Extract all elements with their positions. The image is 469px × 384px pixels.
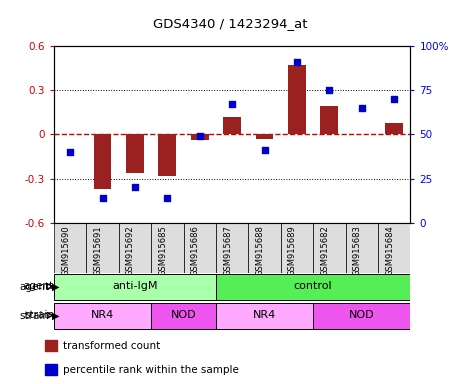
Bar [223, 117, 241, 134]
Text: percentile rank within the sample: percentile rank within the sample [63, 364, 239, 374]
Bar [288, 65, 306, 134]
Bar [183, 223, 216, 273]
Bar [119, 223, 151, 273]
Bar [86, 223, 119, 273]
Bar [313, 223, 346, 273]
Bar [45, 364, 57, 375]
Bar [249, 223, 281, 273]
Bar [159, 134, 176, 175]
Bar [126, 134, 144, 173]
Text: GSM915682: GSM915682 [320, 225, 329, 276]
Text: NR4: NR4 [253, 310, 276, 320]
Point [99, 195, 106, 201]
Bar [216, 223, 249, 273]
Text: GDS4340 / 1423294_at: GDS4340 / 1423294_at [152, 17, 307, 30]
Point [293, 59, 301, 65]
Text: agent: agent [24, 281, 54, 291]
Bar [216, 274, 410, 300]
Text: transformed count: transformed count [63, 341, 160, 351]
Point [131, 184, 139, 190]
Bar [281, 223, 313, 273]
Bar [378, 223, 410, 273]
Point [67, 149, 74, 155]
Point [228, 101, 236, 108]
Bar [45, 339, 57, 351]
Bar [320, 106, 338, 134]
Bar [313, 303, 410, 329]
Point [390, 96, 398, 102]
Point [164, 195, 171, 201]
Text: strain: strain [24, 310, 54, 320]
Text: GSM915688: GSM915688 [256, 225, 265, 276]
Text: NR4: NR4 [91, 310, 114, 320]
Point [261, 147, 268, 153]
Text: agent: agent [19, 282, 49, 292]
Text: GSM915692: GSM915692 [126, 225, 135, 276]
Bar [54, 274, 216, 300]
Point [196, 133, 204, 139]
Bar [54, 223, 86, 273]
Text: NOD: NOD [349, 310, 375, 320]
Point [325, 87, 333, 93]
Text: GSM915686: GSM915686 [191, 225, 200, 276]
Text: NOD: NOD [171, 310, 197, 320]
Text: ▶: ▶ [52, 282, 59, 292]
Text: GSM915690: GSM915690 [61, 225, 70, 276]
Bar [385, 122, 403, 134]
Text: GSM915689: GSM915689 [288, 225, 297, 276]
Text: GSM915683: GSM915683 [353, 225, 362, 276]
Bar [151, 223, 183, 273]
Text: GSM915684: GSM915684 [385, 225, 394, 276]
Bar [54, 303, 151, 329]
Text: strain: strain [19, 311, 49, 321]
Text: anti-IgM: anti-IgM [112, 281, 158, 291]
Text: ▶: ▶ [52, 311, 59, 321]
Bar [94, 134, 112, 189]
Text: GSM915685: GSM915685 [159, 225, 167, 276]
Text: GSM915691: GSM915691 [93, 225, 103, 276]
Bar [256, 134, 273, 139]
Bar [191, 134, 209, 140]
Text: GSM915687: GSM915687 [223, 225, 232, 276]
Point [358, 105, 365, 111]
Bar [346, 223, 378, 273]
Bar [151, 303, 216, 329]
Text: control: control [294, 281, 333, 291]
Bar [216, 303, 313, 329]
